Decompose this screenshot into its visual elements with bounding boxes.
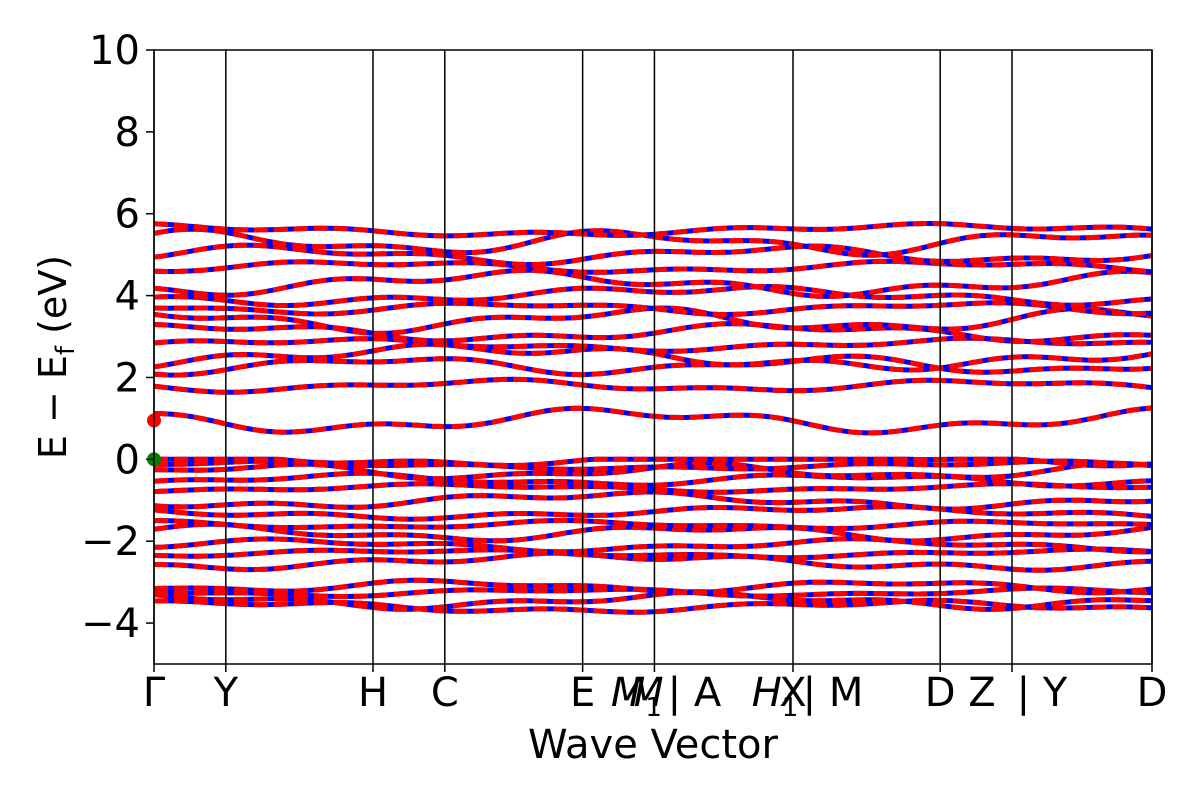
x-tick-label: M1 — [611, 670, 662, 723]
band-line-red-projection — [154, 577, 1152, 596]
y-axis-label-main: E − E — [31, 355, 75, 459]
x-tick-label: D — [925, 670, 956, 716]
y-tick-label: 2 — [115, 355, 140, 401]
x-tick-label: | A — [668, 670, 722, 716]
x-tick-label: D — [1137, 670, 1168, 716]
band-line-red-projection — [154, 283, 1152, 308]
plot-frame — [153, 49, 1153, 665]
band-line-red-projection — [154, 267, 1152, 299]
band-line-red-projection — [154, 585, 1152, 599]
x-tick-label: Y — [213, 670, 239, 716]
y-tick-label: 0 — [115, 437, 140, 483]
y-tick-label: 8 — [115, 110, 140, 156]
y-axis-label-subscript: f — [51, 345, 81, 355]
y-axis-label-unit: (eV) — [31, 255, 75, 346]
x-tick-label: E — [570, 670, 595, 716]
band-line-red-projection — [154, 504, 1152, 522]
band-line-red-projection — [154, 536, 1152, 555]
x-tick-label: C — [431, 670, 459, 716]
band-line-red-projection — [154, 481, 1152, 495]
x-tick-label: X — [779, 670, 806, 716]
band-line-red-projection — [154, 489, 1152, 512]
band-line-red-projection — [154, 353, 1152, 378]
band-line-red-projection — [154, 376, 1152, 395]
x-tick-label: | M — [803, 670, 864, 716]
y-axis-ticks-group: −4 −2 0 2 4 6 8 10 — [81, 28, 154, 647]
x-tick-label: M — [629, 670, 664, 716]
band-lines-group — [154, 221, 1152, 615]
x-tick-label: H — [358, 670, 388, 716]
band-line-red-projection — [154, 589, 1152, 612]
band-line-red-projection — [154, 550, 1152, 573]
y-tick-label: 10 — [89, 28, 140, 74]
x-tick-label: Γ — [143, 670, 166, 716]
band-line-red-projection — [154, 300, 1152, 318]
y-axis-label: E − Ef (eV) — [31, 255, 81, 459]
x-tick-label: | Y — [1017, 670, 1068, 716]
band-line-red-projection — [154, 521, 1152, 544]
band-line-red-projection — [154, 258, 1152, 275]
y-tick-label: −4 — [81, 601, 140, 647]
band-line-red-projection — [154, 546, 1152, 561]
band-line-red-projection — [154, 242, 1152, 267]
y-tick-label: −2 — [81, 519, 140, 565]
x-tick-label: H1 — [752, 670, 799, 723]
band-line-red-projection — [154, 405, 1152, 436]
x-tick-label: Z — [968, 670, 995, 716]
y-tick-label: 6 — [115, 192, 140, 238]
x-axis-label: Wave Vector — [528, 722, 779, 768]
band-line-red-projection — [154, 221, 1152, 239]
band-line-red-projection — [154, 456, 1152, 469]
band-line-red-projection — [154, 518, 1152, 531]
y-tick-label: 4 — [115, 274, 140, 320]
